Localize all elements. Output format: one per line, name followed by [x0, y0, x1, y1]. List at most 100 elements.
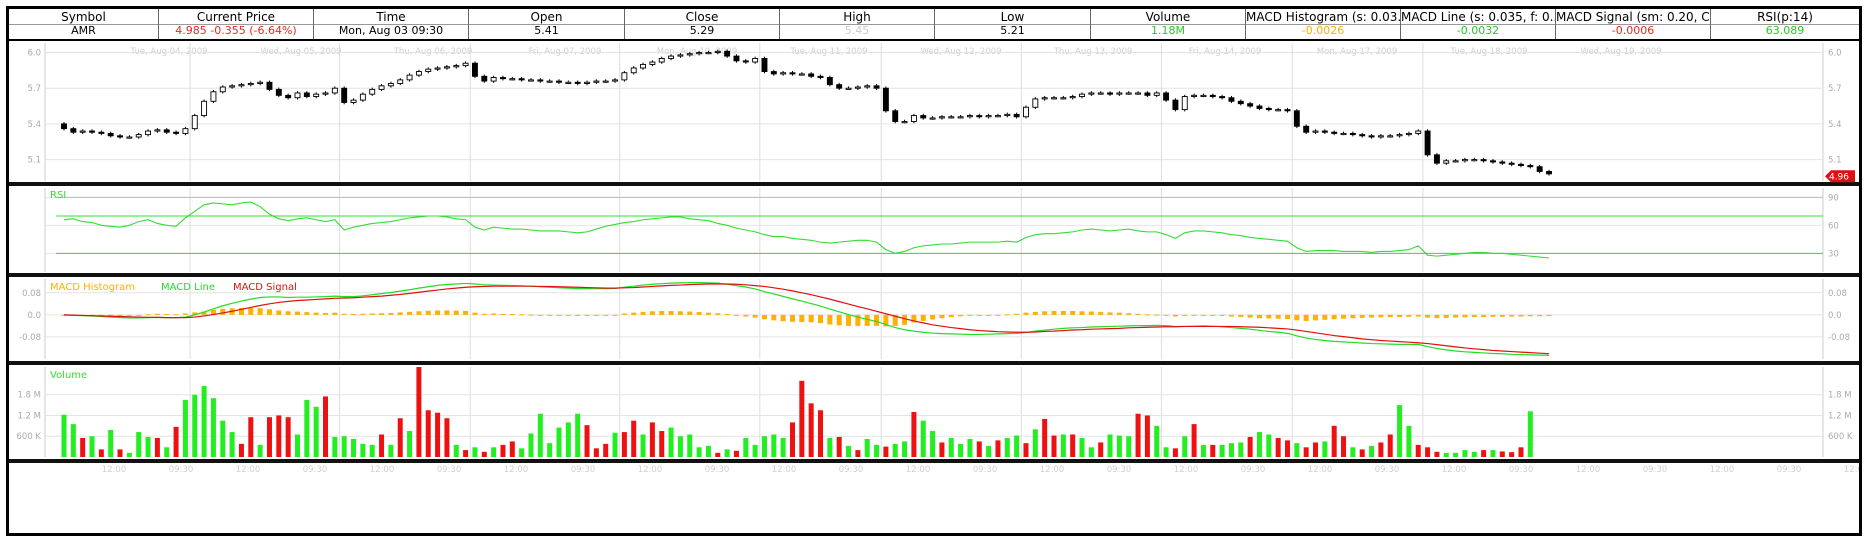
macd-histogram-bar[interactable] — [1060, 311, 1066, 315]
macd-histogram-bar[interactable] — [584, 314, 590, 316]
volume-bar[interactable] — [1088, 447, 1094, 457]
macd-histogram-bar[interactable] — [1499, 314, 1505, 317]
volume-bar[interactable] — [407, 431, 413, 457]
macd-histogram-bar[interactable] — [145, 314, 151, 316]
volume-bar[interactable] — [323, 396, 329, 457]
candle-body[interactable] — [61, 123, 67, 130]
candle-body[interactable] — [1181, 96, 1188, 111]
volume-bar[interactable] — [145, 436, 151, 457]
candle-body[interactable] — [621, 72, 628, 81]
candle-body[interactable] — [1303, 125, 1310, 133]
volume-bar[interactable] — [631, 420, 637, 457]
macd-histogram-bar[interactable] — [220, 308, 226, 315]
candle-body[interactable] — [1527, 165, 1534, 168]
macd-histogram-column[interactable]: MACD Histogram (s: 0.03... -0.0026 — [1246, 9, 1401, 39]
candle-body[interactable] — [1499, 161, 1506, 164]
volume-bar[interactable] — [1051, 435, 1057, 457]
candle-body[interactable] — [1415, 130, 1422, 134]
candle-body[interactable] — [453, 65, 460, 68]
volume-bar[interactable] — [995, 440, 1001, 457]
macd-histogram-bar[interactable] — [154, 313, 160, 315]
volume-bar[interactable] — [1191, 424, 1197, 457]
candle-body[interactable] — [845, 87, 852, 90]
candle-body[interactable] — [789, 72, 796, 75]
candle-body[interactable] — [1209, 94, 1216, 97]
candle-body[interactable] — [705, 52, 712, 55]
macd-histogram-bar[interactable] — [827, 314, 833, 325]
macd-histogram-bar[interactable] — [360, 313, 366, 315]
candle-body[interactable] — [1359, 134, 1366, 137]
candle-body[interactable] — [378, 85, 385, 90]
panel-divider[interactable] — [9, 273, 1859, 277]
macd-histogram-bar[interactable] — [285, 311, 291, 315]
volume-bar[interactable] — [1107, 434, 1113, 458]
candle-body[interactable] — [537, 79, 544, 82]
volume-bar[interactable] — [967, 439, 973, 457]
volume-bar[interactable] — [1406, 425, 1412, 457]
candle-body[interactable] — [1518, 163, 1524, 166]
candle-body[interactable] — [490, 77, 497, 82]
macd-histogram-bar[interactable] — [1294, 314, 1300, 321]
candle-body[interactable] — [481, 75, 488, 82]
candle-body[interactable] — [1051, 97, 1057, 100]
candle-body[interactable] — [135, 134, 142, 138]
macd-histogram-bar[interactable] — [1004, 314, 1010, 316]
macd-histogram-bar[interactable] — [1378, 314, 1384, 318]
candle-body[interactable] — [593, 80, 600, 83]
volume-bar[interactable] — [1126, 436, 1132, 457]
volume-bar[interactable] — [1462, 450, 1468, 457]
open-header[interactable]: Open — [469, 10, 624, 25]
macd-histogram-bar[interactable] — [444, 310, 450, 315]
candle-body[interactable] — [1293, 110, 1300, 127]
candle-body[interactable] — [742, 60, 749, 63]
candle-body[interactable] — [640, 63, 647, 69]
macd-histogram-bar[interactable] — [1453, 314, 1459, 318]
candle-body[interactable] — [201, 100, 208, 117]
volume-bar[interactable] — [911, 412, 917, 457]
macd-histogram-bar[interactable] — [126, 314, 132, 316]
volume-bar[interactable] — [248, 417, 254, 457]
candle-body[interactable] — [1060, 97, 1067, 100]
current-price-column[interactable]: Current Price 4.985 -0.355 (-6.64%) — [159, 9, 314, 39]
candle-body[interactable] — [761, 58, 768, 73]
volume-bar[interactable] — [1116, 435, 1122, 457]
candle-body[interactable] — [107, 132, 114, 137]
volume-bar[interactable] — [472, 447, 478, 457]
volume-bar[interactable] — [397, 418, 403, 457]
volume-bar[interactable] — [528, 433, 534, 457]
candle-body[interactable] — [247, 82, 254, 86]
volume-bar[interactable] — [463, 450, 469, 457]
macd-histogram-bar[interactable] — [575, 314, 581, 316]
candle-body[interactable] — [1172, 99, 1179, 111]
candle-body[interactable] — [1396, 134, 1403, 137]
candle-body[interactable] — [462, 62, 469, 67]
candle-body[interactable] — [210, 91, 217, 102]
volume-bar[interactable] — [986, 445, 992, 457]
candle-body[interactable] — [1013, 113, 1020, 118]
candle-body[interactable] — [518, 78, 525, 81]
macd-histogram-bar[interactable] — [593, 314, 599, 316]
macd-histogram-bar[interactable] — [883, 314, 889, 327]
volume-bar[interactable] — [182, 399, 188, 457]
volume-bar[interactable] — [612, 432, 618, 457]
volume-column[interactable]: Volume 1.18M — [1091, 9, 1246, 39]
macd-histogram-bar[interactable] — [500, 313, 506, 315]
macd-histogram-bar[interactable] — [733, 314, 739, 316]
macd-histogram-bar[interactable] — [818, 314, 824, 324]
macd-histogram-bar[interactable] — [771, 314, 777, 321]
candle-body[interactable] — [1340, 132, 1347, 136]
volume-bar[interactable] — [360, 443, 366, 457]
volume-bar[interactable] — [210, 398, 216, 457]
volume-bar[interactable] — [201, 386, 207, 457]
macd-histogram-bar[interactable] — [1443, 314, 1449, 318]
volume-bar[interactable] — [304, 399, 310, 457]
volume-bar[interactable] — [874, 444, 880, 457]
macd-histogram-bar[interactable] — [920, 314, 926, 321]
candle-body[interactable] — [70, 128, 77, 133]
volume-bar[interactable] — [509, 441, 515, 457]
volume-bar[interactable] — [1499, 451, 1505, 457]
candle-body[interactable] — [1125, 92, 1132, 95]
macd-histogram-bar[interactable] — [1144, 314, 1150, 316]
volume-bar[interactable] — [108, 430, 114, 457]
volume-bar[interactable] — [556, 427, 562, 457]
